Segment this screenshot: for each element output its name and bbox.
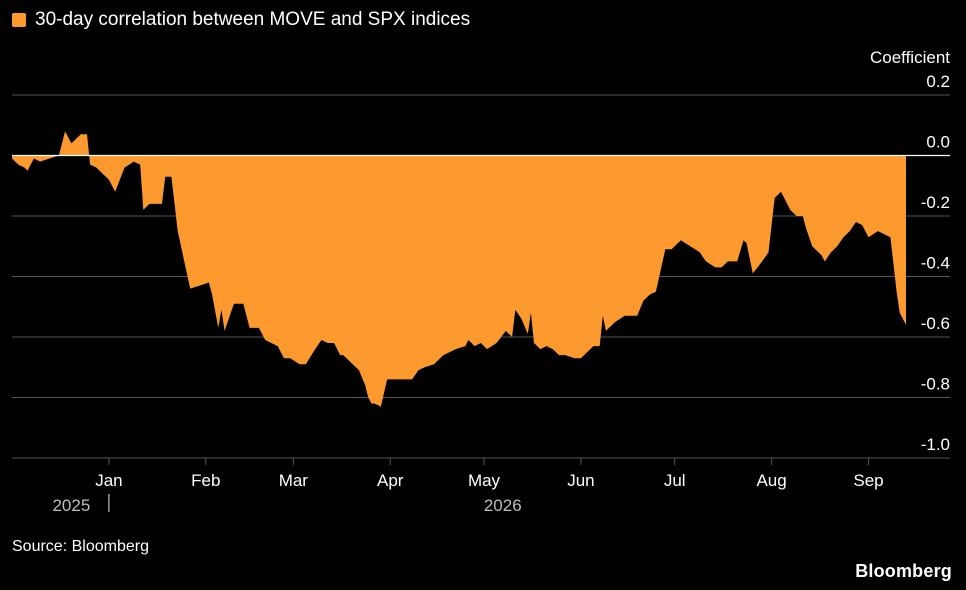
y-tick-label: 0.2 (926, 72, 950, 91)
legend-swatch-icon (12, 13, 26, 27)
year-label: 2025 (52, 496, 90, 515)
x-axis-ticks: Jan Feb Mar Apr May Jun Jul Aug Sep 2025 2026 (52, 458, 884, 515)
bloomberg-logo: Bloomberg (855, 561, 952, 581)
x-tick-label: Mar (279, 471, 309, 490)
year-label: 2026 (484, 496, 522, 515)
y-axis-ticks: 0.2 0.0 -0.2 -0.4 -0.6 -0.8 -1.0 (921, 72, 950, 454)
x-tick-label: Aug (756, 471, 786, 490)
y-tick-label: 0.0 (926, 133, 950, 152)
y-tick-label: -0.2 (921, 193, 950, 212)
x-tick-label: Jan (95, 471, 122, 490)
y-tick-label: -0.6 (921, 314, 950, 333)
x-tick-label: Feb (191, 471, 220, 490)
y-tick-label: -0.8 (921, 375, 950, 394)
legend-label: 30-day correlation between MOVE and SPX … (35, 9, 471, 30)
source-note: Source: Bloomberg (12, 538, 149, 555)
area-series (12, 131, 906, 407)
x-tick-label: Jun (567, 471, 594, 490)
y-tick-label: -0.4 (921, 254, 950, 273)
chart-legend: 30-day correlation between MOVE and SPX … (12, 9, 470, 31)
y-axis-title: Coefficient (870, 48, 950, 67)
series-area (12, 131, 906, 407)
gridlines (12, 94, 950, 459)
y-tick-label: -1.0 (921, 435, 950, 454)
x-tick-label: Sep (853, 471, 883, 490)
x-tick-label: Jul (664, 471, 686, 490)
x-tick-label: Apr (377, 471, 404, 490)
x-tick-label: May (468, 471, 501, 490)
